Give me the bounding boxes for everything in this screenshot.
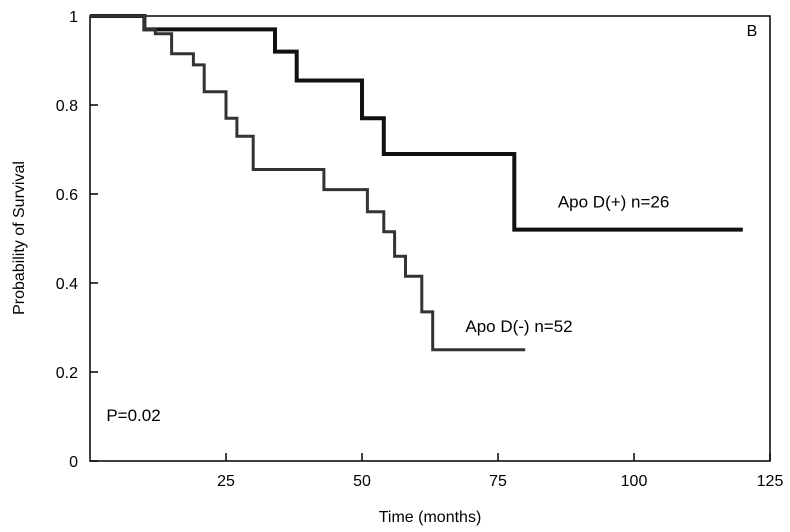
series-label-1: Apo D(+) n=26 bbox=[558, 192, 670, 211]
y-tick-label: 0.2 bbox=[56, 365, 78, 382]
x-tick-label: 25 bbox=[217, 473, 235, 490]
x-tick-label: 50 bbox=[353, 473, 371, 490]
x-axis-ticks: 25 50 75 100 125 bbox=[217, 453, 783, 490]
x-tick-label: 100 bbox=[621, 473, 648, 490]
series-label-2: Apo D(-) n=52 bbox=[465, 317, 572, 336]
x-tick-label: 125 bbox=[757, 473, 784, 490]
y-tick-label: 0 bbox=[69, 454, 78, 471]
y-axis-ticks: 0 0.2 0.4 0.6 0.8 1 bbox=[56, 9, 98, 471]
y-tick-label: 1 bbox=[69, 9, 78, 26]
labels-layer: Apo D(+) n=26 Apo D(-) n=52 P=0.02 bbox=[106, 192, 669, 425]
x-axis-label: Time (months) bbox=[379, 509, 482, 526]
y-tick-label: 0.4 bbox=[56, 276, 78, 293]
series-line-1 bbox=[90, 14, 743, 232]
x-tick-label: 75 bbox=[489, 473, 507, 490]
series-layer bbox=[90, 14, 743, 352]
y-tick-label: 0.8 bbox=[56, 98, 78, 115]
p-value-annotation: P=0.02 bbox=[106, 406, 160, 425]
y-tick-label: 0.6 bbox=[56, 187, 78, 204]
plot-frame bbox=[89, 15, 771, 462]
panel-label: B bbox=[747, 23, 758, 40]
y-axis-label: Probability of Survival bbox=[11, 161, 28, 315]
series-line-2 bbox=[90, 14, 526, 352]
